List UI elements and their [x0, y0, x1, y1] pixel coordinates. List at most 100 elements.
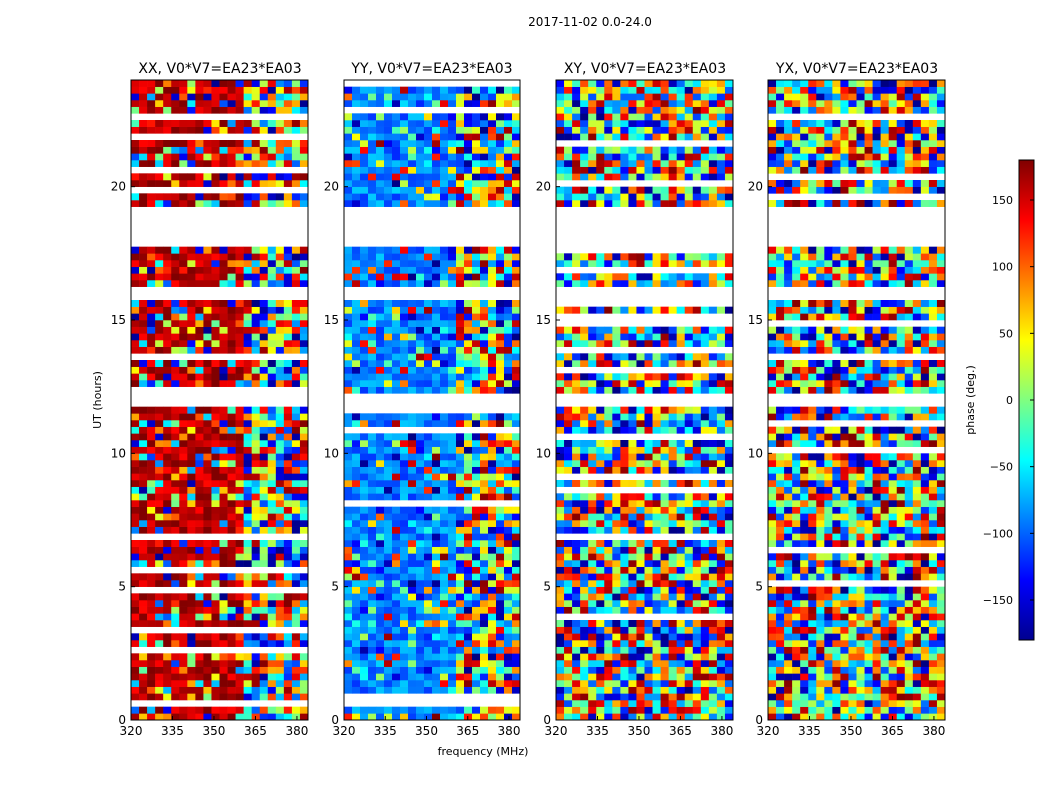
heatmap-cell [644, 306, 653, 314]
heatmap-cell [708, 186, 718, 194]
heatmap-cell [620, 453, 629, 461]
heatmap-cell [139, 333, 148, 341]
heatmap-cell [684, 593, 694, 601]
heatmap-cell [456, 666, 465, 674]
heatmap-cell [432, 300, 441, 307]
heatmap-cell [368, 533, 377, 541]
heatmap-cell [612, 386, 621, 394]
heatmap-cell [195, 546, 204, 554]
heatmap-cell [376, 260, 385, 267]
heatmap-cell [171, 120, 180, 127]
heatmap-cell [235, 200, 244, 207]
heatmap-cell [496, 166, 505, 174]
heatmap-cell [344, 386, 353, 394]
heatmap-cell [596, 500, 605, 507]
heatmap-cell [488, 373, 497, 381]
heatmap-cell [708, 573, 718, 581]
heatmap-cell [448, 660, 457, 667]
heatmap-cell [400, 660, 409, 667]
heatmap-cell [440, 506, 449, 514]
heatmap-cell [251, 340, 261, 347]
heatmap-cell [392, 320, 401, 327]
heatmap-cell [400, 520, 409, 527]
heatmap-cell [139, 580, 148, 587]
heatmap-cell [195, 673, 204, 681]
heatmap-cell [368, 560, 377, 567]
heatmap-cell [684, 633, 694, 641]
heatmap-cell [636, 120, 645, 127]
heatmap-cell [408, 560, 417, 567]
heatmap-cell [668, 566, 677, 574]
heatmap-cell [572, 593, 581, 601]
heatmap-cell [267, 600, 277, 607]
heatmap-cell [163, 606, 172, 614]
heatmap-cell [588, 546, 597, 554]
heatmap-cell [376, 633, 385, 641]
heatmap-cell [724, 566, 734, 574]
heatmap-cell [564, 453, 573, 461]
heatmap-cell [604, 440, 613, 447]
heatmap-cell [299, 513, 309, 521]
heatmap-cell [147, 253, 156, 261]
heatmap-cell [480, 180, 489, 187]
heatmap-cell [392, 353, 401, 361]
heatmap-cell [676, 306, 686, 314]
heatmap-cell [267, 180, 277, 187]
heatmap-cell [504, 153, 513, 161]
heatmap-cell [187, 200, 196, 207]
heatmap-cell [235, 160, 244, 167]
heatmap-cell [275, 593, 285, 601]
heatmap-cell [472, 180, 481, 187]
heatmap-cell [416, 633, 425, 641]
heatmap-cell [203, 306, 212, 314]
heatmap-cell [472, 320, 481, 327]
heatmap-cell [416, 133, 425, 141]
heatmap-cell [235, 526, 244, 534]
heatmap-cell [472, 646, 481, 654]
heatmap-cell [472, 620, 481, 627]
heatmap-cell [275, 140, 285, 147]
heatmap-cell [235, 440, 244, 447]
heatmap-cell [432, 606, 441, 614]
heatmap-cell [612, 280, 621, 287]
heatmap-cell [171, 366, 180, 374]
heatmap-cell [716, 146, 726, 154]
heatmap-cell [163, 313, 172, 321]
heatmap-cell [628, 513, 637, 521]
heatmap-cell [283, 333, 293, 341]
heatmap-cell [368, 580, 377, 587]
heatmap-cell [556, 646, 565, 654]
heatmap-cell [352, 193, 361, 201]
heatmap-cell [660, 506, 669, 514]
heatmap-cell [716, 573, 726, 581]
heatmap-cell [187, 93, 196, 101]
heatmap-cell [644, 573, 653, 581]
heatmap-cell [203, 180, 212, 187]
heatmap-cell [392, 120, 401, 127]
heatmap-cell [564, 573, 573, 581]
heatmap-cell [344, 640, 353, 647]
heatmap-cell [456, 440, 465, 447]
heatmap-cell [604, 386, 613, 394]
heatmap-cell [400, 260, 409, 267]
heatmap-cell [267, 260, 277, 267]
heatmap-cell [392, 706, 401, 714]
heatmap-cell [456, 600, 465, 607]
heatmap-cell [203, 380, 212, 387]
heatmap-cell [488, 366, 497, 374]
heatmap-cell [724, 646, 734, 654]
heatmap-cell [203, 346, 212, 354]
heatmap-cell [163, 440, 172, 447]
heatmap-cell [564, 100, 573, 107]
heatmap-cell [392, 673, 401, 681]
heatmap-cell [155, 500, 164, 507]
heatmap-cell [580, 133, 589, 141]
heatmap-cell [344, 246, 353, 254]
heatmap-cell [612, 153, 621, 161]
heatmap-cell [275, 146, 285, 154]
heatmap-cell [139, 93, 148, 101]
heatmap-cell [464, 553, 473, 561]
heatmap-cell [496, 246, 505, 254]
heatmap-cell [283, 253, 293, 261]
heatmap-cell [504, 146, 513, 154]
